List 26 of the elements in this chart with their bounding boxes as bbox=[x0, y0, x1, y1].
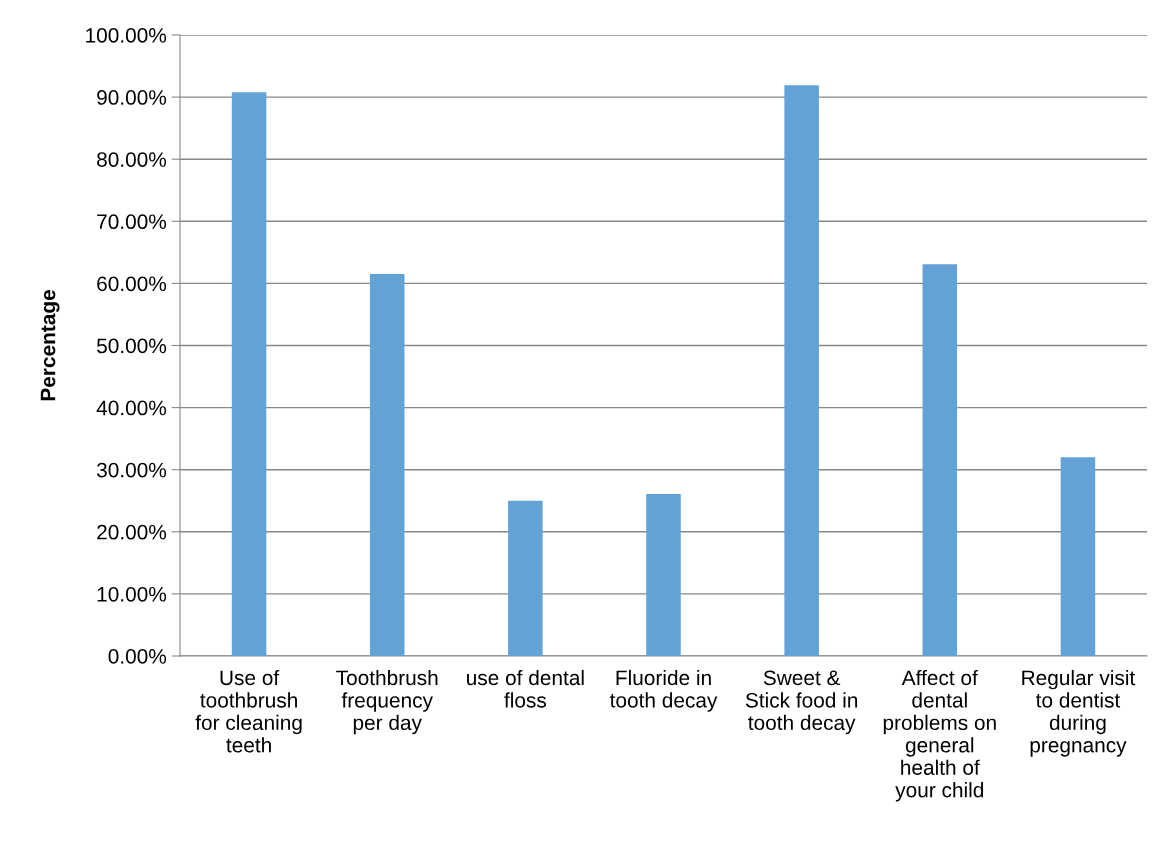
bar bbox=[508, 500, 543, 656]
y-tick-label: 80.00% bbox=[97, 152, 167, 167]
y-tick-label: 60.00% bbox=[97, 276, 167, 292]
y-tick-label: 90.00% bbox=[97, 90, 167, 105]
y-tick-label: 100.00% bbox=[86, 28, 167, 43]
y-axis-title: Percentage bbox=[40, 290, 60, 401]
bar bbox=[369, 274, 405, 656]
y-tick-label: 0.00% bbox=[108, 649, 167, 664]
bar bbox=[646, 493, 681, 656]
x-tick-label: use of dental floss bbox=[467, 669, 584, 708]
x-tick-label: Regular visit to dentist during pregnancy bbox=[1022, 669, 1136, 757]
y-tick-label: 30.00% bbox=[96, 462, 167, 478]
x-tick-label: Use of toothbrush for cleaning teeth bbox=[195, 669, 302, 753]
bar bbox=[784, 85, 819, 656]
bar bbox=[1060, 457, 1096, 656]
y-tick-label: 40.00% bbox=[96, 400, 167, 416]
y-tick-label: 10.00% bbox=[97, 586, 167, 602]
bar bbox=[231, 92, 267, 656]
bar bbox=[922, 264, 958, 656]
y-tick-label: 20.00% bbox=[97, 524, 167, 540]
x-tick-label: Toothbrush frequency per day bbox=[336, 669, 438, 735]
x-tick-label: Fluoride in tooth decay bbox=[609, 669, 718, 712]
x-tick-label: Affect of dental problems on general health of your child bbox=[883, 669, 996, 802]
y-tick-label: 70.00% bbox=[97, 214, 167, 230]
y-tick-label: 50.00% bbox=[96, 338, 167, 354]
x-tick-label: Sweet & Stick food in tooth decay bbox=[745, 670, 858, 735]
